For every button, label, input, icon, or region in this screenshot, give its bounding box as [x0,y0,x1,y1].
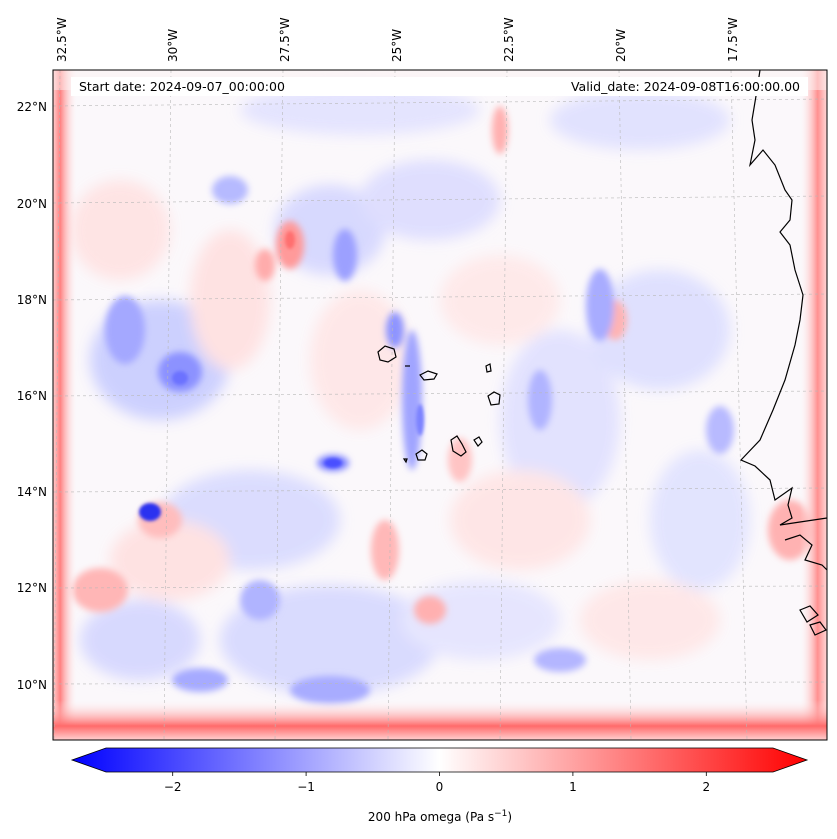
gridlines [53,70,827,740]
colorbar-tick-label: 1 [569,780,577,794]
colorbar-tick-label: −1 [297,780,315,794]
longitude-labels: 32.5°W 30°W 27.5°W 25°W 22.5°W 20°W 17.5… [55,17,740,62]
lat-label: 16°N [17,389,47,403]
colorbar-label: 200 hPa omega (Pa s−1) [368,809,512,824]
valid-date-label: Valid_date: 2024-09-08T16:00:00.00 [571,79,800,94]
start-date-label: Start date: 2024-09-07_00:00:00 [79,79,285,94]
colorbar-tick-label: 2 [702,780,710,794]
map-panel: Start date: 2024-09-07_00:00:00 Valid_da… [17,17,828,741]
colorbar-ticks: −2 −1 0 1 2 [164,772,710,794]
colorbar-bar [70,747,809,773]
lon-label: 20°W [614,29,628,62]
lat-label: 22°N [17,100,47,114]
lat-label: 12°N [17,581,47,595]
latitude-labels: 22°N 20°N 18°N 16°N 14°N 12°N 10°N [17,100,47,692]
lon-label: 17.5°W [726,17,740,62]
lon-label: 25°W [390,29,404,62]
cape-verde-islands [377,345,501,464]
coastlines [739,70,827,636]
lat-label: 20°N [17,197,47,211]
colorbar-tick-label: −2 [164,780,182,794]
colorbar-tick-label: 0 [436,780,444,794]
lon-label: 32.5°W [55,17,69,62]
omega-field [53,70,827,740]
lon-label: 27.5°W [278,17,292,62]
header-box [71,77,808,96]
lat-label: 14°N [17,485,47,499]
lon-label: 22.5°W [502,17,516,62]
lon-label: 30°W [166,29,180,62]
map-frame [52,69,828,741]
lat-label: 10°N [17,678,47,692]
lat-label: 18°N [17,293,47,307]
colorbar: −2 −1 0 1 2 200 hPa omega (Pa s−1) [70,747,809,824]
